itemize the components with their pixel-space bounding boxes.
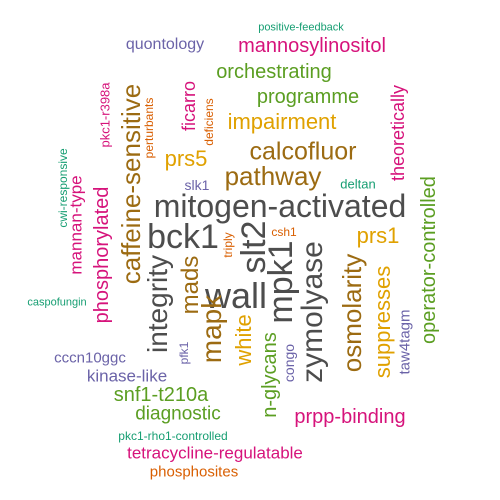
- word-zymolyase: zymolyase: [296, 241, 329, 383]
- word-suppresses: suppresses: [370, 265, 395, 379]
- word-prs5: prs5: [164, 146, 208, 171]
- word-quontology: quontology: [125, 36, 205, 53]
- word-pfk1: pfk1: [177, 341, 191, 365]
- word-pkc1-rho1-controlled: pkc1-rho1-controlled: [118, 429, 228, 443]
- word-caffeine-sensitive: caffeine-sensitive: [116, 83, 146, 285]
- word-pkc1-r398a: pkc1-r398a: [97, 82, 113, 148]
- word-n-glycans: n-glycans: [259, 332, 281, 418]
- word-prpp-binding: prpp-binding: [294, 406, 406, 428]
- word-orchestrating: orchestrating: [216, 61, 332, 83]
- word-wall: wall: [204, 275, 268, 316]
- word-mitogen-activated: mitogen-activated: [153, 188, 407, 224]
- word-operator-controlled: operator-controlled: [418, 176, 440, 344]
- word-triply: triply: [221, 232, 235, 258]
- word-bck1: bck1: [147, 218, 219, 256]
- word-osmolarity: osmolarity: [337, 253, 367, 373]
- word-mannan-type: mannan-type: [66, 175, 86, 275]
- word-phosphosites: phosphosites: [149, 463, 239, 481]
- word-calcofluor: calcofluor: [249, 137, 357, 166]
- word-csh1: csh1: [271, 225, 297, 239]
- word-caspofungin: caspofungin: [27, 296, 87, 309]
- word-tetracycline-regulatable: tetracycline-regulatable: [127, 443, 303, 463]
- word-integrity: integrity: [142, 254, 173, 354]
- word-diagnostic: diagnostic: [135, 403, 221, 425]
- word-ficarro: ficarro: [179, 80, 199, 132]
- word-slk1: slk1: [184, 177, 210, 193]
- word-positive-feedback: positive-feedback: [258, 21, 344, 34]
- word-pathway: pathway: [224, 161, 322, 191]
- word-theoretically: theoretically: [388, 84, 408, 182]
- word-cccn10ggc: cccn10ggc: [54, 349, 126, 367]
- word-mannosylinositol: mannosylinositol: [238, 35, 386, 57]
- word-congo: congo: [281, 343, 297, 383]
- word-mapk: mapk: [196, 294, 227, 364]
- word-perturbants: perturbants: [142, 97, 156, 159]
- word-white: white: [231, 314, 256, 366]
- word-programme: programme: [256, 86, 360, 108]
- word-prs1: prs1: [356, 223, 400, 248]
- word-taw4tagm: taw4tagm: [396, 309, 414, 375]
- word-mpk1: mpk1: [262, 240, 300, 324]
- word-kinase-like: kinase-like: [86, 366, 168, 386]
- word-deltan: deltan: [340, 176, 376, 192]
- word-phosphorylated: phosphorylated: [91, 186, 113, 324]
- word-deficiens: deficiens: [202, 98, 216, 146]
- word-impairment: impairment: [227, 109, 337, 134]
- word-snf1-t210a: snf1-t210a: [113, 384, 209, 406]
